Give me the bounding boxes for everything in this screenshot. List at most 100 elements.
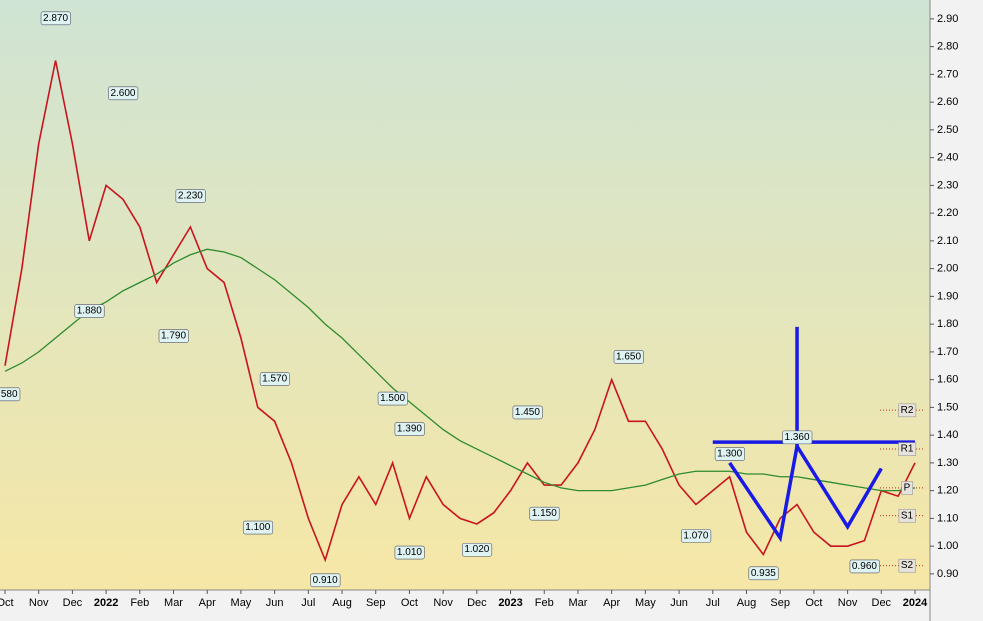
x-tick-label: Jul <box>706 597 720 609</box>
y-tick-label: 1.70 <box>937 346 958 358</box>
y-tick-label: 1.90 <box>937 290 958 302</box>
annotation-label: 1.790 <box>161 331 186 342</box>
x-tick-label: Mar <box>568 597 587 609</box>
annotation: 1.020 <box>462 542 493 557</box>
annotation-box <box>782 430 813 445</box>
annotation: 1.790 <box>158 329 189 343</box>
annotation-box <box>748 566 779 581</box>
annotation-box <box>108 86 139 101</box>
annotation-label: 1.570 <box>262 374 287 385</box>
annotation-label: 1.580 <box>0 389 18 400</box>
pivot-box <box>898 403 917 418</box>
x-tick-label: Feb <box>535 597 554 609</box>
y-tick-label: 1.40 <box>937 429 958 441</box>
annotation-label: 0.960 <box>852 561 877 572</box>
x-tick-label: Oct <box>0 597 14 609</box>
annotation: 1.300 <box>714 447 745 461</box>
annotation-label: 0.910 <box>313 575 338 586</box>
y-tick-label: 2.80 <box>937 41 958 53</box>
annotation: 2.230 <box>175 189 206 203</box>
x-tick-label: Mar <box>164 597 183 609</box>
annotation-box <box>310 573 341 588</box>
annotation-box <box>74 304 105 318</box>
x-tick-label: Dec <box>467 597 487 609</box>
annotation-label: 1.020 <box>464 544 489 555</box>
x-tick-label: Apr <box>199 597 216 609</box>
x-tick-label: Nov <box>433 597 453 609</box>
pivot-box <box>898 442 917 456</box>
y-tick-label: 1.30 <box>937 457 958 469</box>
annotation: 1.500 <box>377 391 408 406</box>
y-tick-label: 0.90 <box>937 568 958 580</box>
annotation-label: 0.935 <box>751 568 776 579</box>
annotation: 2.870 <box>40 11 71 26</box>
y-tick-label: 1.50 <box>937 401 958 413</box>
annotation-box <box>40 11 71 26</box>
annotation: 1.070 <box>681 529 712 543</box>
annotation-label: 2.600 <box>110 88 135 99</box>
annotation-label: 1.390 <box>397 424 422 435</box>
x-tick-label: Oct <box>805 597 822 609</box>
pivot-box <box>898 558 916 573</box>
plot-background <box>0 0 930 590</box>
y-tick-label: 2.20 <box>937 207 958 219</box>
pivot-box <box>898 508 916 523</box>
annotation-label: 1.880 <box>77 306 102 317</box>
annotation: 1.100 <box>242 520 274 535</box>
y-tick-label: 1.60 <box>937 374 958 386</box>
annotation-label: 2.870 <box>43 13 68 24</box>
annotation-box <box>462 542 493 557</box>
y-tick-label: 1.20 <box>937 485 958 497</box>
annotation-box <box>512 405 543 420</box>
x-tick-label: Oct <box>401 597 418 609</box>
annotation-box <box>377 391 408 406</box>
annotation-box <box>175 189 206 203</box>
y-tick-label: 2.60 <box>937 96 958 108</box>
annotation-box <box>394 545 425 560</box>
annotation-box <box>529 506 560 521</box>
annotation-box <box>158 329 189 343</box>
annotation-label: 1.500 <box>380 393 405 404</box>
x-tick-label: Apr <box>603 597 620 609</box>
y-tick-label: 2.10 <box>937 235 958 247</box>
price-line <box>4 60 916 563</box>
annotation-label: 2.230 <box>178 190 203 201</box>
x-tick-label: Sep <box>366 597 386 609</box>
annotation-label: 1.010 <box>397 547 422 558</box>
x-tick-label: May <box>635 597 656 609</box>
annotation: 0.960 <box>849 559 880 574</box>
annotation: 2.600 <box>108 86 139 101</box>
annotation-label: 1.300 <box>717 449 742 460</box>
y-tick-label: 1.10 <box>937 512 958 524</box>
x-tick-label: Dec <box>63 597 83 609</box>
x-tick-label: Nov <box>29 597 49 609</box>
annotation: 1.390 <box>394 422 425 436</box>
annotation-box <box>259 372 290 386</box>
annotation-label: 1.150 <box>532 508 557 519</box>
annotation: 1.360 <box>782 430 813 445</box>
x-tick-label: Aug <box>332 597 352 609</box>
x-tick-label: Jun <box>266 597 284 609</box>
annotation-box <box>714 447 745 461</box>
annotation-label: 1.070 <box>683 530 708 541</box>
annotation-label: 1.450 <box>515 407 540 418</box>
pivot-label: R2 <box>901 405 914 416</box>
annotation-box <box>242 520 274 535</box>
annotation: 1.570 <box>259 372 290 386</box>
y-tick-label: 1.00 <box>937 540 958 552</box>
axis-panel <box>0 590 930 621</box>
annotation: 1.650 <box>613 350 644 364</box>
annotation-box <box>394 422 425 436</box>
axis-panel <box>930 0 983 621</box>
y-tick-label: 2.30 <box>937 179 958 191</box>
x-tick-label: 2023 <box>498 597 522 609</box>
y-tick-label: 2.70 <box>937 68 958 80</box>
annotation-box <box>849 559 880 574</box>
annotation-box <box>0 387 21 402</box>
x-tick-label: 2022 <box>94 597 118 609</box>
annotation: 1.450 <box>512 405 543 420</box>
annotation: 1.010 <box>394 545 425 560</box>
annotation-box <box>681 529 712 543</box>
pivot-label: S1 <box>901 510 914 521</box>
